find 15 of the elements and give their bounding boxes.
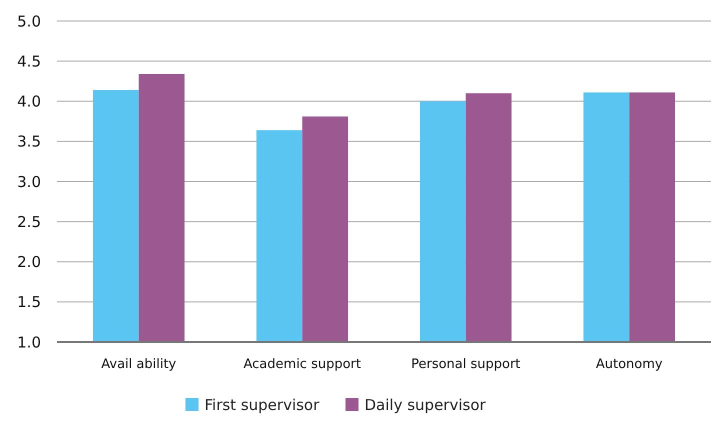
y-tick-label: 5.0 (17, 12, 41, 30)
legend-label: First supervisor (204, 396, 320, 414)
y-tick-label: 3.0 (17, 172, 41, 191)
y-tick-label: 2.0 (17, 253, 41, 271)
x-tick-label: Personal support (411, 357, 520, 372)
x-tick-label: Autonomy (596, 357, 663, 372)
y-tick-label: 4.0 (17, 92, 41, 110)
y-tick-label: 3.5 (17, 132, 41, 151)
legend-label: Daily supervisor (364, 396, 486, 414)
y-tick-label: 2.5 (17, 212, 41, 231)
x-tick-label: Avail ability (101, 357, 177, 372)
y-tick-label: 4.5 (17, 52, 41, 70)
y-tick-label: 1.5 (17, 293, 41, 312)
x-tick-label: Academic support (244, 357, 361, 372)
y-tick-label: 1.0 (17, 333, 41, 352)
